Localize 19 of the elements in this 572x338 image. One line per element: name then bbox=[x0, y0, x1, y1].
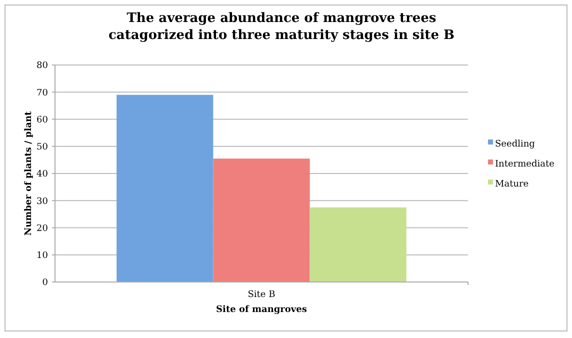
chart-title: The average abundance of mangrove trees catagorized into three maturity stages in site B bbox=[108, 11, 454, 43]
bar bbox=[310, 207, 406, 282]
bar bbox=[213, 158, 310, 282]
y-axis-title: Number of plants / plant bbox=[24, 110, 34, 236]
legend-label: Intermediate bbox=[495, 160, 554, 170]
legend-label: Mature bbox=[495, 180, 529, 190]
y-tick-label: 40 bbox=[36, 170, 48, 180]
y-tick-label: 30 bbox=[36, 196, 48, 207]
y-tick-label: 20 bbox=[36, 224, 48, 234]
bar bbox=[116, 94, 214, 282]
x-axis-title: Site of mangroves bbox=[216, 305, 307, 315]
legend-label: Seedling bbox=[495, 140, 536, 150]
y-tick-label: 80 bbox=[36, 61, 48, 72]
y-tick-label: 70 bbox=[36, 88, 48, 98]
y-tick-label: 50 bbox=[36, 142, 48, 153]
y-tick-label: 10 bbox=[36, 251, 48, 262]
y-tick-label: 0 bbox=[42, 278, 48, 288]
y-tick-label: 60 bbox=[36, 115, 48, 126]
x-tick-label: Site B bbox=[248, 290, 276, 300]
